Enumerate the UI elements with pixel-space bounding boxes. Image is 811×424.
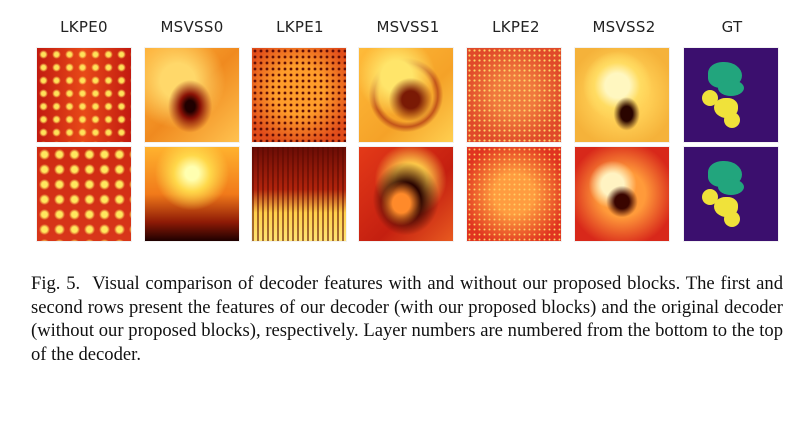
feature-map-row2-lkpe2 [467,147,561,241]
feature-map-row1-lkpe1 [252,48,346,142]
feature-map-row1-lkpe0 [37,48,131,142]
column-label-msvss1: MSVSS1 [376,18,440,36]
column-label-msvss0: MSVSS0 [160,18,224,36]
figure-caption: Fig. 5. Visual comparison of decoder feat… [31,272,783,366]
feature-map-row1-msvss1 [359,48,453,142]
column-label-lkpe2: LKPE2 [492,18,540,36]
ground-truth-mask-row2 [684,147,778,241]
feature-map-row2-msvss0 [145,147,239,241]
feature-map-row2-msvss1 [359,147,453,241]
feature-map-row2-msvss2 [575,147,669,241]
column-label-lkpe1: LKPE1 [276,18,324,36]
column-label-lkpe0: LKPE0 [60,18,108,36]
feature-map-row2-lkpe1 [252,147,346,241]
ground-truth-mask-row1 [684,48,778,142]
column-label-msvss2: MSVSS2 [592,18,656,36]
figure-label: Fig. 5. [31,273,81,294]
feature-map-row2-lkpe0 [37,147,131,241]
feature-map-row1-lkpe2 [467,48,561,142]
feature-map-row1-msvss2 [575,48,669,142]
column-label-gt: GT [721,18,743,36]
caption-text: Visual comparison of decoder features wi… [31,273,783,365]
feature-map-row1-msvss0 [145,48,239,142]
